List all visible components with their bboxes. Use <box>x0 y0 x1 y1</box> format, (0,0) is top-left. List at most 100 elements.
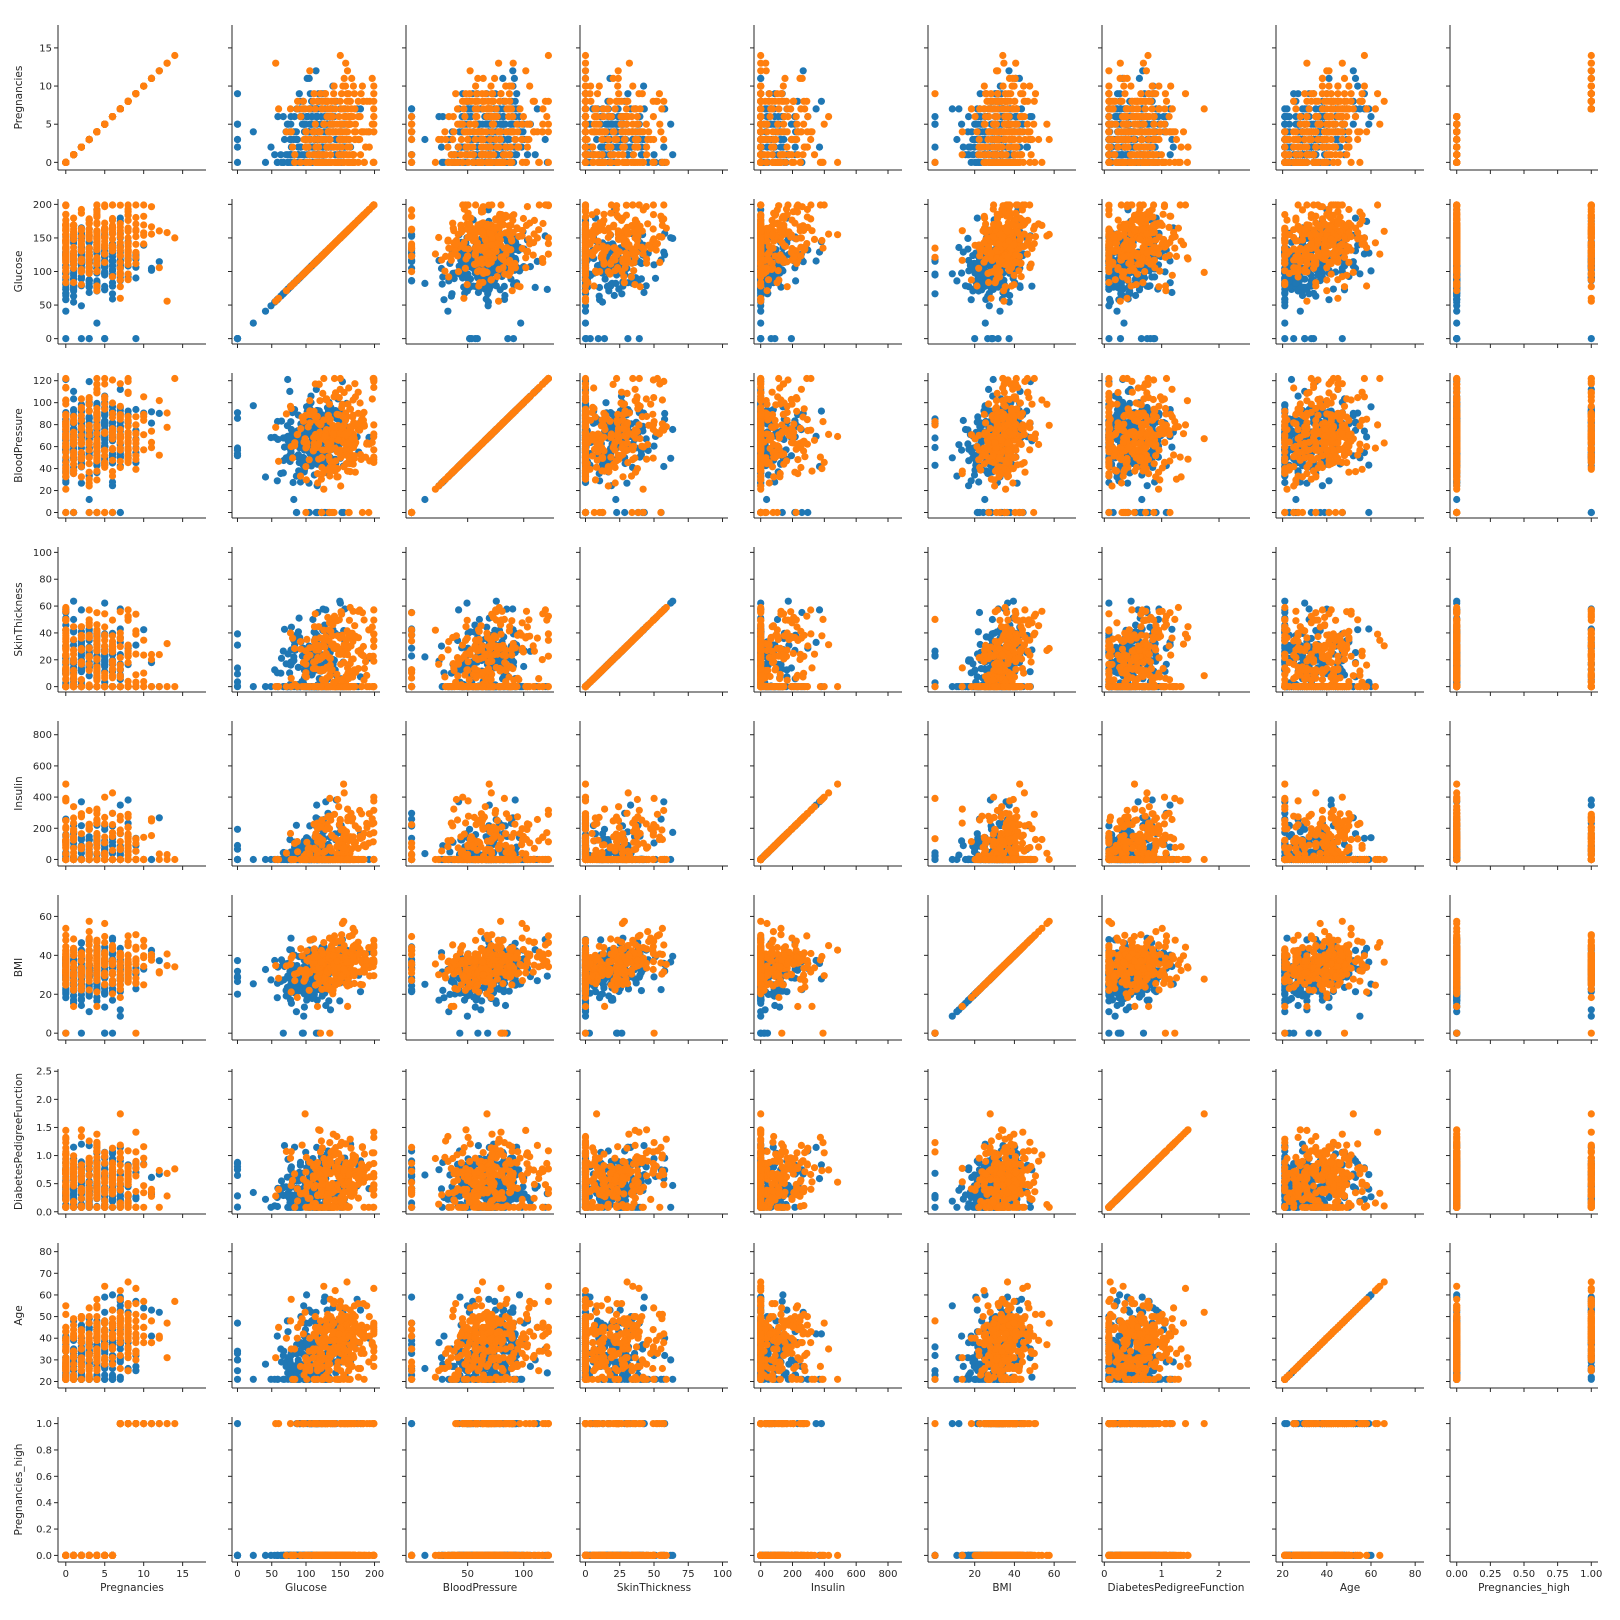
scatter-point <box>1016 128 1025 136</box>
scatter-point <box>471 120 479 128</box>
scatter-point <box>70 292 78 300</box>
scatter-point <box>1142 67 1150 75</box>
scatter-point <box>1307 97 1315 105</box>
scatter-point <box>441 128 449 136</box>
scatter-point <box>1020 82 1028 90</box>
scatter-point <box>1134 113 1142 121</box>
scatter-point <box>466 128 474 136</box>
scatter-point <box>966 143 975 151</box>
scatter-point <box>581 59 590 67</box>
scatter-point <box>1026 128 1034 136</box>
scatter-point <box>1165 158 1174 166</box>
scatter-point <box>981 113 990 121</box>
scatter-point <box>1131 158 1139 166</box>
scatter-point <box>1356 128 1364 136</box>
scatter-point <box>757 113 765 121</box>
scatter-point <box>757 74 765 82</box>
scatter-point <box>820 120 828 128</box>
scatter-point <box>457 135 465 144</box>
scatter-point <box>1334 113 1342 121</box>
scatter-point <box>291 151 299 159</box>
scatter-point <box>1105 158 1113 166</box>
scatter-point <box>783 105 791 113</box>
scatter-point <box>1314 158 1322 166</box>
scatter-point <box>275 105 283 113</box>
scatter-point <box>767 105 775 113</box>
scatter-point <box>300 135 308 144</box>
scatter-point <box>444 143 452 151</box>
scatter-point <box>1021 135 1029 144</box>
scatter-point <box>312 113 320 121</box>
scatter-point <box>1136 128 1144 136</box>
scatter-point <box>1156 128 1164 136</box>
scatter-point <box>1327 113 1335 121</box>
scatter-point <box>1132 143 1140 151</box>
scatter-point <box>591 105 599 113</box>
scatter-point <box>1149 158 1158 166</box>
scatter-point <box>1340 90 1349 98</box>
scatter-point <box>763 128 771 136</box>
scatter-point <box>1314 120 1322 128</box>
scatter-point <box>349 82 357 90</box>
scatter-point <box>1358 90 1366 98</box>
scatter-point <box>1310 151 1318 159</box>
scatter-point <box>535 158 543 166</box>
scatter-point <box>408 105 416 113</box>
scatter-point <box>931 113 939 121</box>
scatter-point <box>1376 120 1384 128</box>
scatter-point <box>615 151 623 159</box>
scatter-point <box>408 135 416 144</box>
scatter-point <box>1345 128 1353 136</box>
scatter-point <box>336 51 344 60</box>
scatter-point <box>495 59 503 67</box>
scatter-point <box>342 128 350 136</box>
scatter-point <box>636 105 644 113</box>
scatter-point <box>1130 120 1138 128</box>
scatter-point <box>342 59 350 67</box>
scatter-point <box>1360 82 1368 90</box>
scatter-point <box>493 143 501 151</box>
scatter-point <box>1281 128 1289 136</box>
scatter-point <box>1354 82 1362 90</box>
scatter-point <box>773 90 781 98</box>
scatter-point <box>981 120 989 128</box>
scatter-point <box>354 97 362 105</box>
scatter-point <box>1043 120 1051 128</box>
scatter-point <box>602 120 610 128</box>
scatter-point <box>330 97 339 105</box>
scatter-point <box>660 97 668 105</box>
scatter-point <box>1345 105 1353 113</box>
scatter-point <box>1003 97 1012 105</box>
scatter-point <box>1338 59 1346 67</box>
scatter-point <box>624 113 632 121</box>
scatter-point <box>931 143 939 151</box>
scatter-point <box>1105 67 1113 75</box>
scatter-point <box>606 158 614 166</box>
scatter-point <box>1321 143 1329 151</box>
scatter-point <box>1318 135 1326 144</box>
scatter-point <box>509 59 517 67</box>
scatter-point <box>1336 105 1344 113</box>
scatter-point <box>486 105 494 113</box>
scatter-point <box>598 151 606 159</box>
scatter-point <box>1318 82 1326 90</box>
scatter-point <box>1031 158 1039 166</box>
scatter-point <box>466 90 474 98</box>
scatter-point <box>593 90 602 98</box>
scatter-point <box>489 90 497 98</box>
scatter-point <box>1301 120 1309 128</box>
scatter-point <box>1184 143 1192 151</box>
scatter-point <box>1148 82 1156 90</box>
scatter-point <box>1587 105 1595 113</box>
scatter-point <box>796 158 804 166</box>
scatter-point <box>293 105 301 113</box>
scatter-point <box>286 105 295 113</box>
scatter-point <box>513 90 521 98</box>
scatter-point <box>1109 105 1117 113</box>
scatter-point <box>1374 90 1382 98</box>
scatter-point <box>622 158 630 166</box>
scatter-point <box>634 120 642 128</box>
scatter-point <box>472 82 480 90</box>
scatter-point <box>477 128 486 136</box>
scatter-point <box>1005 120 1013 128</box>
